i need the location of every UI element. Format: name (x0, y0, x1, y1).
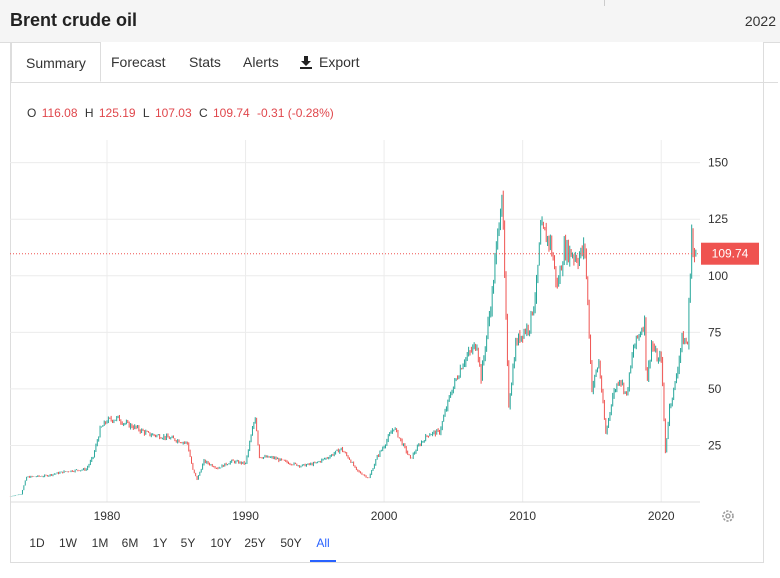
header-divider (604, 0, 605, 6)
chart-grid (10, 140, 700, 503)
low-value: 107.03 (154, 106, 192, 120)
price-series (9, 190, 697, 497)
y-tick-label: 25 (708, 438, 722, 452)
y-tick-label: 100 (708, 269, 728, 283)
x-axis: 1980 1990 2000 2010 2020 (94, 509, 675, 523)
range-1d[interactable]: 1D (29, 536, 45, 550)
range-1m[interactable]: 1M (91, 536, 109, 550)
range-1y[interactable]: 1Y (152, 536, 168, 550)
tab-forecast[interactable]: Forecast (97, 42, 179, 82)
range-selector: 1D 1W 1M 6M 1Y 5Y 10Y 25Y 50Y All (10, 532, 410, 562)
close-label: C (198, 106, 208, 120)
low-label: L (142, 106, 150, 120)
y-axis: 25 50 75 100 125 150 (708, 156, 728, 453)
open-label: O (27, 106, 37, 120)
x-tick-label: 1980 (94, 509, 121, 523)
download-icon (300, 56, 312, 69)
x-tick-label: 2020 (648, 509, 675, 523)
chart-panel: Summary Forecast Stats Alerts Export O 1… (10, 42, 778, 563)
range-5y[interactable]: 5Y (180, 536, 196, 550)
current-price-badge (701, 242, 759, 265)
tab-alerts-label: Alerts (243, 54, 279, 70)
close-value: 109.74 (213, 106, 250, 120)
tab-export[interactable]: Export (285, 42, 373, 82)
tab-export-label: Export (319, 54, 360, 70)
change-value: -0.31 (-0.28%) (257, 106, 334, 120)
tab-stats[interactable]: Stats (175, 42, 235, 82)
x-tick-label: 2010 (509, 509, 536, 523)
range-6m[interactable]: 6M (121, 536, 139, 550)
tab-alerts[interactable]: Alerts (229, 42, 293, 82)
range-50y[interactable]: 50Y (280, 536, 302, 550)
tab-summary[interactable]: Summary (11, 42, 101, 82)
tab-stats-label: Stats (189, 54, 221, 70)
x-tick-label: 2000 (371, 509, 398, 523)
gear-icon[interactable] (720, 508, 736, 524)
y-tick-label: 125 (708, 212, 728, 226)
y-tick-label: 150 (708, 156, 728, 170)
current-price-label: 109.74 (712, 247, 749, 261)
app-header: Brent crude oil 2022 (0, 0, 780, 43)
tab-summary-label: Summary (26, 55, 86, 71)
price-chart[interactable]: 25 50 75 100 125 150 1980 1990 2000 2010 2020 109… (0, 140, 780, 532)
tab-bar: Summary Forecast Stats Alerts Export (11, 42, 778, 83)
open-value: 116.08 (41, 106, 78, 120)
tab-forecast-label: Forecast (111, 54, 166, 70)
y-tick-label: 75 (708, 325, 722, 339)
range-1w[interactable]: 1W (59, 536, 77, 550)
x-tick-label: 1990 (232, 509, 259, 523)
y-tick-label: 50 (708, 382, 722, 396)
page-title: Brent crude oil (10, 10, 138, 30)
high-label: H (84, 106, 94, 120)
high-value: 125.19 (98, 106, 136, 120)
range-10y[interactable]: 10Y (210, 536, 232, 550)
range-25y[interactable]: 25Y (244, 536, 266, 550)
header-date: 2022 (744, 13, 776, 29)
range-all[interactable]: All (310, 532, 336, 562)
ohlc-readout: O 116.08 H 125.19 L 107.03 C 109.74 -0.3… (27, 106, 338, 120)
